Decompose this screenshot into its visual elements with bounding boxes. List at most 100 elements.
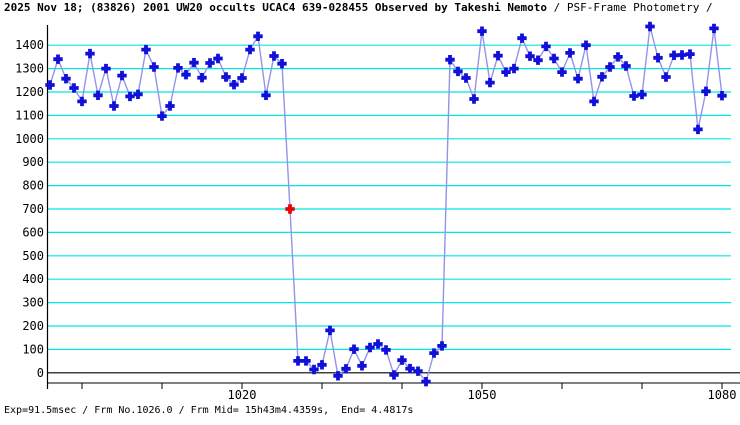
x-axis-tick-label: 1050: [468, 388, 497, 402]
data-point-marker: [637, 89, 647, 100]
data-point-marker: [605, 62, 615, 72]
data-point-marker: [109, 101, 119, 111]
data-point-marker: [293, 356, 303, 366]
data-point-marker: [685, 49, 695, 59]
data-point-marker: [253, 31, 263, 41]
data-point-marker: [421, 377, 431, 387]
data-point-marker: [381, 345, 391, 355]
data-point-marker: [613, 52, 623, 62]
data-point-marker: [309, 364, 319, 375]
data-point-marker: [301, 356, 311, 366]
data-point-marker: [445, 55, 455, 65]
data-point-marker: [429, 348, 439, 358]
y-axis-tick-label: 1400: [15, 38, 44, 52]
data-point-marker: [373, 339, 383, 349]
data-point-marker: [405, 363, 415, 374]
chart-title-method: / PSF-Frame Photometry /: [547, 1, 713, 14]
data-point-marker: [413, 366, 423, 376]
data-point-marker: [669, 50, 679, 60]
y-axis-tick-label: 0: [37, 366, 44, 380]
midpoint-frame-marker: [285, 204, 295, 214]
data-point-marker: [61, 74, 71, 84]
data-point-marker: [653, 53, 663, 63]
data-point-marker: [549, 53, 559, 64]
y-axis-tick-label: 1200: [15, 85, 44, 99]
data-point-marker: [197, 73, 207, 83]
data-point-marker: [117, 70, 127, 81]
data-point-marker: [141, 44, 151, 55]
data-point-marker: [277, 59, 287, 69]
y-axis-tick-label: 600: [22, 225, 44, 239]
data-point-marker: [645, 21, 655, 32]
chart-title-main: 2025 Nov 18; (83826) 2001 UW20 occults U…: [4, 1, 548, 14]
y-axis-tick-label: 800: [22, 179, 44, 193]
data-point-marker: [493, 51, 503, 61]
data-point-marker: [397, 355, 407, 365]
y-axis-tick-label: 1000: [15, 132, 44, 146]
data-point-marker: [469, 94, 479, 104]
data-point-marker: [333, 371, 343, 381]
data-point-marker: [661, 72, 671, 82]
data-point-marker: [701, 86, 711, 96]
data-point-marker: [717, 91, 727, 101]
data-point-marker: [133, 89, 143, 99]
data-point-marker: [69, 83, 79, 93]
data-point-marker: [85, 48, 95, 59]
chart-title: 2025 Nov 18; (83826) 2001 UW20 occults U…: [4, 1, 713, 15]
data-point-marker: [573, 74, 583, 84]
data-point-marker: [53, 54, 63, 64]
data-point-marker: [693, 124, 703, 135]
data-point-marker: [357, 361, 367, 371]
y-axis-tick-label: 500: [22, 249, 44, 263]
data-point-marker: [245, 44, 255, 55]
data-point-marker: [45, 80, 55, 90]
data-point-marker: [189, 58, 199, 68]
data-point-marker: [581, 40, 591, 50]
y-axis-tick-label: 300: [22, 296, 44, 310]
data-point-marker: [341, 364, 351, 374]
data-point-marker: [517, 33, 527, 43]
data-point-marker: [589, 96, 599, 107]
data-point-marker: [485, 77, 495, 88]
light-curve-line: [49, 26, 723, 384]
data-point-marker: [461, 73, 471, 83]
data-point-marker: [597, 72, 607, 82]
data-point-marker: [101, 63, 111, 74]
data-point-marker: [93, 90, 103, 100]
data-point-marker: [501, 67, 511, 77]
data-point-marker: [621, 61, 631, 71]
data-point-marker: [261, 90, 271, 100]
data-point-marker: [77, 96, 87, 107]
x-axis-tick-label: 1020: [228, 388, 257, 402]
data-point-marker: [453, 66, 463, 77]
data-point-marker: [205, 58, 215, 68]
data-point-marker: [365, 342, 375, 353]
data-point-marker: [437, 341, 447, 351]
data-point-marker: [165, 101, 175, 111]
y-axis-tick-label: 900: [22, 155, 44, 169]
data-point-marker: [541, 41, 551, 52]
data-point-marker: [269, 51, 279, 61]
data-point-marker: [709, 23, 719, 34]
y-axis-tick-label: 700: [22, 202, 44, 216]
data-point-marker: [525, 51, 535, 61]
data-point-marker: [509, 63, 519, 74]
data-point-marker: [173, 63, 183, 73]
data-point-marker: [477, 26, 487, 36]
data-point-marker: [229, 80, 239, 90]
data-point-marker: [533, 55, 543, 65]
data-point-marker: [349, 344, 359, 354]
data-point-marker: [125, 91, 135, 102]
data-point-marker: [389, 370, 399, 380]
y-axis-tick-label: 200: [22, 319, 44, 333]
y-axis-tick-label: 100: [22, 342, 44, 356]
y-axis-tick-label: 400: [22, 272, 44, 286]
data-point-marker: [157, 111, 167, 121]
data-point-marker: [677, 50, 687, 60]
data-point-marker: [325, 325, 335, 336]
data-point-marker: [149, 62, 159, 72]
data-point-marker: [629, 91, 639, 101]
y-axis-tick-label: 1300: [15, 62, 44, 76]
